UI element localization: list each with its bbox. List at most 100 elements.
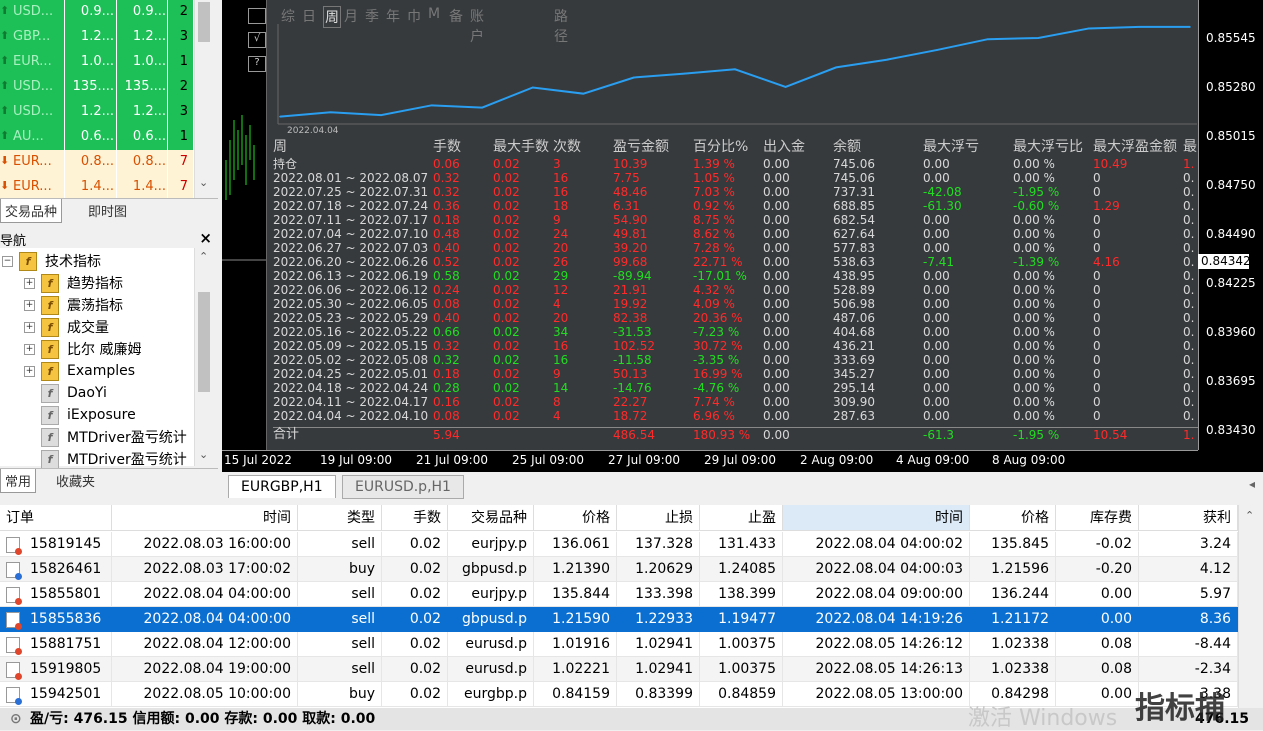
equity-curve xyxy=(277,24,1197,125)
chart-button[interactable]: √ xyxy=(248,32,266,48)
column-header[interactable]: 获利 xyxy=(1139,505,1238,531)
expand-icon[interactable]: + xyxy=(24,277,35,289)
report-toolbar-button[interactable]: 周 xyxy=(323,6,341,28)
report-cell: 0.00 xyxy=(763,353,790,367)
report-cell: 16 xyxy=(553,353,569,367)
expand-icon[interactable]: + xyxy=(24,343,35,355)
time-tick: 21 Jul 09:00 xyxy=(416,453,488,467)
market-watch-row[interactable]: ⬇ EUR... 0.8... 0.8... 7 xyxy=(0,150,214,176)
report-toolbar-button[interactable]: 巾 xyxy=(407,9,421,25)
table-row[interactable]: 15826461 2022.08.03 17:00:02 buy 0.02 gbpusd… xyxy=(0,557,1238,582)
navigator-item[interactable]: + f 成交量 xyxy=(24,316,109,338)
market-watch-row[interactable]: ⬆ EUR... 1.0... 1.0... 1 xyxy=(0,50,214,75)
chevron-down-icon[interactable]: ⌄ xyxy=(199,448,209,461)
column-header[interactable]: 库存费 xyxy=(1056,505,1139,531)
report-cell: 1.29 xyxy=(1093,199,1120,213)
table-cell: 0.02 xyxy=(382,582,448,607)
chevron-left-icon[interactable]: ◂ xyxy=(1248,477,1255,491)
report-cell: 5.94 xyxy=(433,428,460,442)
column-header[interactable]: 时间 xyxy=(112,505,298,531)
tab-tick-chart[interactable]: 即时图 xyxy=(88,205,128,220)
navigator-item[interactable]: − f 技术指标 xyxy=(2,250,101,272)
tab-common[interactable]: 常用 xyxy=(0,469,37,493)
column-header[interactable]: 止损 xyxy=(617,505,700,531)
tab-symbols[interactable]: 交易品种 xyxy=(0,199,63,223)
tab-eurgbp-h1[interactable]: EURGBP,H1 xyxy=(228,475,336,498)
table-row[interactable]: 15919805 2022.08.04 19:00:00 sell 0.02 eurus… xyxy=(0,657,1238,682)
column-header[interactable]: 订单 xyxy=(0,505,112,531)
table-row[interactable]: 15942501 2022.08.05 10:00:00 buy 0.02 eurgbp… xyxy=(0,682,1238,707)
report-toolbar-button[interactable]: 月 xyxy=(344,9,358,25)
column-header[interactable]: 止盈 xyxy=(700,505,783,531)
market-watch-row[interactable]: ⬆ USD... 0.9... 0.9... 2 xyxy=(0,0,214,25)
report-toolbar-button[interactable]: 日 xyxy=(302,9,316,25)
chevron-up-icon[interactable]: ⌃ xyxy=(199,250,209,263)
column-header[interactable]: 价格 xyxy=(534,505,617,531)
report-cell: 0 xyxy=(1093,241,1101,255)
column-header[interactable]: 类型 xyxy=(298,505,382,531)
column-header[interactable]: 交易品种 xyxy=(448,505,534,531)
report-cell: 745.06 xyxy=(833,157,875,171)
report-toolbar-button[interactable]: 年 xyxy=(386,9,400,25)
market-watch-row[interactable]: ⬆ USD... 135.... 135.... 2 xyxy=(0,75,214,100)
table-cell: 2022.08.05 14:26:12 xyxy=(783,632,970,657)
navigator-scrollbar[interactable]: ⌃ ⌄ xyxy=(194,248,214,466)
expand-icon[interactable]: + xyxy=(24,299,35,311)
column-header[interactable]: 价格 xyxy=(970,505,1056,531)
table-cell: 1.21172 xyxy=(970,607,1056,632)
table-cell: 4.12 xyxy=(1139,557,1238,582)
report-cell: 0.00 xyxy=(923,297,950,311)
column-header[interactable]: 手数 xyxy=(382,505,448,531)
trades-scrollbar[interactable]: ⌃ xyxy=(1238,505,1263,708)
report-toolbar-button[interactable]: 季 xyxy=(365,9,379,25)
report-cell: 8.75 % xyxy=(693,213,735,227)
equity-start-date: 2022.04.04 xyxy=(287,126,339,136)
tab-eurusd-h1[interactable]: EURUSD.p,H1 xyxy=(342,475,464,499)
chart-button[interactable] xyxy=(248,8,266,24)
market-watch-row[interactable]: ⬇ EUR... 1.4... 1.4... 7 xyxy=(0,175,214,201)
collapse-icon[interactable]: − xyxy=(2,255,13,267)
indicator-icon: f xyxy=(41,427,59,447)
report-toolbar-button[interactable]: 备 xyxy=(449,9,463,25)
market-watch-symbol: USD... xyxy=(13,79,54,94)
table-cell: 1.00375 xyxy=(700,632,783,657)
report-toolbar-button[interactable]: 综 xyxy=(281,9,295,25)
scrollbar-thumb[interactable] xyxy=(198,2,210,42)
navigator-item[interactable]: + f 震荡指标 xyxy=(24,294,123,316)
help-icon[interactable]: ? xyxy=(248,56,266,72)
navigator-item[interactable]: f MTDriver盈亏统计 xyxy=(24,426,187,448)
market-watch-scrollbar[interactable]: ⌄ xyxy=(194,0,214,198)
report-toolbar-button[interactable]: 账户 xyxy=(470,9,484,45)
report-cell: 0.28 xyxy=(433,381,460,395)
report-header-cell: 出入金 xyxy=(763,139,805,155)
navigator-item[interactable]: + f Examples xyxy=(24,360,135,382)
table-row[interactable]: 15855836 2022.08.04 04:00:00 sell 0.02 gbpus… xyxy=(0,607,1238,632)
navigator-item[interactable]: + f 比尔 威廉姆 xyxy=(24,338,141,360)
market-watch-row[interactable]: ⬆ AU... 0.6... 0.6... 1 xyxy=(0,125,214,150)
navigator-item[interactable]: f DaoYi xyxy=(24,382,107,404)
navigator-item[interactable]: f MTDriver盈亏统计 xyxy=(24,448,187,470)
report-cell: 20 xyxy=(553,311,569,325)
table-cell: 5.97 xyxy=(1139,582,1238,607)
market-watch-row[interactable]: ⬆ USD... 1.2... 1.2... 3 xyxy=(0,100,214,125)
report-cell: 0.00 xyxy=(763,171,790,185)
column-header[interactable]: 时间 xyxy=(783,505,970,531)
expand-icon[interactable]: + xyxy=(24,365,35,377)
chart-window[interactable]: √ ? 综日周月季年巾 M 备账户 路径 2022.04.04 周手数 最大手数 次数 盈亏… xyxy=(222,0,1263,472)
expand-icon[interactable]: + xyxy=(24,321,35,333)
navigator-item[interactable]: f iExposure xyxy=(24,404,136,426)
equity-point xyxy=(481,106,484,109)
table-row[interactable]: 15881751 2022.08.04 12:00:00 sell 0.02 eurus… xyxy=(0,632,1238,657)
table-row[interactable]: 15819145 2022.08.03 16:00:00 sell 0.02 eurjp… xyxy=(0,532,1238,557)
tab-favorites[interactable]: 收藏夹 xyxy=(56,475,96,490)
table-cell: 0.00 xyxy=(1056,607,1139,632)
report-toolbar-button[interactable]: M xyxy=(428,6,441,22)
chevron-up-icon[interactable]: ⌃ xyxy=(1245,509,1255,522)
chevron-down-icon[interactable]: ⌄ xyxy=(199,176,209,189)
scrollbar-thumb[interactable] xyxy=(198,292,210,392)
table-row[interactable]: 15855801 2022.08.04 04:00:00 sell 0.02 eurjp… xyxy=(0,582,1238,607)
close-icon[interactable]: × xyxy=(199,229,212,247)
market-watch-row[interactable]: ⬆ GBP... 1.2... 1.2... 3 xyxy=(0,25,214,50)
report-toolbar-button[interactable]: 路径 xyxy=(554,9,568,45)
navigator-item[interactable]: + f 趋势指标 xyxy=(24,272,123,294)
